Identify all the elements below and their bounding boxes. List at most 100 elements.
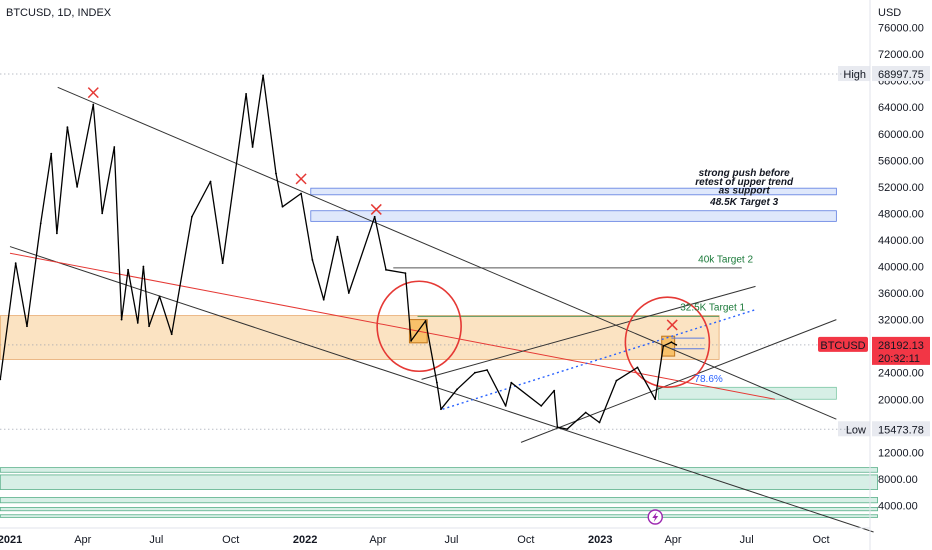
price-point-23	[262, 74, 264, 77]
x-tick-label: Jul	[444, 534, 458, 546]
price-point-45	[556, 426, 559, 429]
y-tick-label: 64000.00	[878, 102, 924, 114]
symbol-title: BTCUSD, 1D, INDEX	[6, 7, 112, 19]
price-point-35	[424, 320, 427, 322]
price-badge-value: 28192.13	[878, 340, 924, 352]
price-point-54	[675, 343, 678, 346]
y-tick-label: 8000.00	[878, 474, 918, 486]
lightning-event-icon[interactable]	[647, 509, 663, 525]
annotation-fib-786: 78.6%	[694, 374, 722, 385]
price-point-37	[440, 408, 442, 411]
btc-price-series-line	[0, 74, 677, 430]
price-point-9	[101, 212, 104, 215]
time-axis[interactable]: 2021 Apr Jul Oct 2022 Apr Jul Oct 2023 Apr Jul Oct	[0, 527, 870, 546]
annotation-strong-push-line3: as support	[719, 185, 771, 196]
blue-zone-target-3	[310, 210, 837, 222]
low-value: 15473.78	[878, 424, 924, 436]
price-point-20	[221, 262, 224, 265]
price-point-46	[566, 428, 569, 431]
price-point-41	[504, 404, 507, 407]
y-tick-label: 48000.00	[878, 208, 924, 220]
high-value-badge	[872, 66, 930, 82]
price-point-22	[251, 146, 254, 148]
y-tick-label: 24000.00	[878, 368, 924, 380]
price-point-18	[191, 215, 193, 218]
price-axis[interactable]: USD 4000.008000.0012000.0016000.0020000.…	[818, 0, 930, 550]
x-tick-label: 2021	[0, 534, 22, 546]
y-tick-label: 32000.00	[878, 315, 924, 327]
price-point-39	[474, 371, 476, 374]
green-zone-fib	[658, 386, 837, 400]
price-point-8	[92, 103, 95, 106]
bottom-green-band-0	[0, 514, 879, 518]
price-point-34	[410, 339, 412, 342]
price-point-28	[322, 298, 325, 301]
x-tick-label: Apr	[369, 534, 386, 546]
x-tick-label: Oct	[812, 534, 829, 546]
marker-label-bg	[838, 421, 870, 437]
cross-marker-2	[295, 173, 307, 185]
x-tick-label: Apr	[664, 534, 681, 546]
y-tick-label: 56000.00	[878, 155, 924, 167]
price-point-6	[66, 126, 69, 129]
y-tick-label: 72000.00	[878, 49, 924, 61]
price-point-17	[170, 333, 173, 336]
red-trend-line	[9, 252, 776, 400]
price-point-12	[127, 268, 129, 271]
y-tick-label: 60000.00	[878, 129, 924, 141]
bottom-green-band-3	[0, 474, 879, 490]
price-point-48	[598, 421, 601, 424]
bottom-green-band-1	[0, 507, 879, 512]
price-badge-countdown: 20:32:11	[878, 353, 920, 365]
currency-label: USD	[878, 7, 901, 19]
price-point-49	[615, 379, 618, 382]
price-point-13	[136, 322, 139, 324]
price-point-15	[148, 325, 150, 328]
price-point-44	[553, 389, 556, 392]
price-point-53	[670, 341, 673, 344]
x-tick-label: Oct	[222, 534, 239, 546]
price-point-29	[336, 235, 339, 238]
price-point-7	[76, 185, 79, 188]
y-tick-label: 76000.00	[878, 23, 924, 35]
red-circle-2023	[624, 296, 711, 388]
low-label: Low	[846, 424, 866, 436]
price-point-10	[113, 146, 116, 148]
price-point-32	[385, 268, 387, 271]
marker-label-bg	[838, 66, 870, 82]
price-point-40	[486, 369, 488, 371]
y-tick-label: 44000.00	[878, 235, 924, 247]
price-point-2	[26, 325, 28, 328]
price-point-0	[0, 378, 2, 381]
price-point-36	[436, 381, 438, 384]
x-tick-label: Jul	[740, 534, 754, 546]
price-point-26	[300, 192, 302, 195]
high-value: 68997.75	[878, 69, 924, 81]
low-value-badge	[872, 421, 930, 437]
upper-channel-line	[57, 86, 837, 420]
orange-support-zone	[0, 315, 720, 360]
orange-box-2023	[661, 335, 676, 357]
price-point-19	[209, 180, 212, 183]
symbol-badge-label: BTCUSD	[820, 340, 865, 352]
price-point-21	[245, 93, 248, 95]
price-point-43	[540, 404, 543, 407]
series-layer	[0, 74, 678, 431]
symbol-badge	[818, 336, 868, 352]
price-point-42	[510, 381, 513, 384]
lower-channel-line	[9, 246, 874, 533]
x-tick-label: Oct	[517, 534, 534, 546]
cross-marker-1	[87, 87, 99, 99]
price-point-33	[404, 272, 407, 275]
price-point-11	[120, 318, 123, 321]
high-label: High	[843, 69, 866, 81]
cross-marker-4	[666, 319, 678, 331]
ascending-support-line	[520, 319, 837, 443]
y-tick-label: 36000.00	[878, 288, 924, 300]
price-point-31	[373, 215, 376, 218]
y-tick-label: 40000.00	[878, 262, 924, 274]
price-point-14	[142, 265, 145, 268]
annotation-target-2: 40k Target 2	[698, 255, 753, 266]
annotation-target-3: 48.5K Target 3	[709, 197, 778, 208]
